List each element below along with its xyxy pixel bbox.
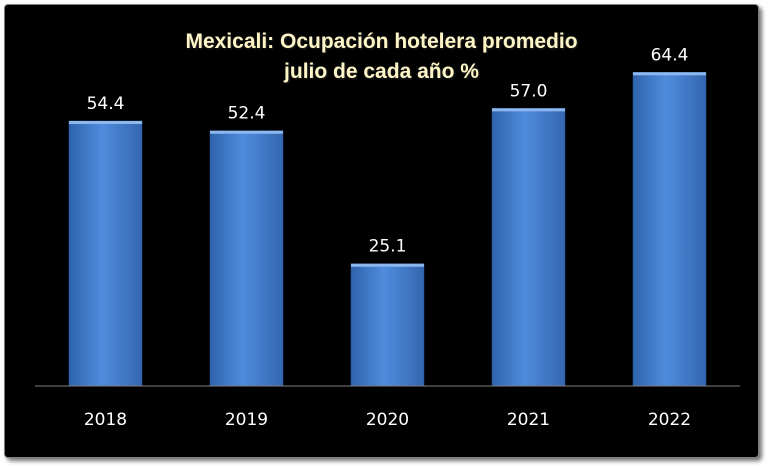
chart-title: Mexicali: Ocupación hotelera promedio xyxy=(185,30,578,53)
data-label-2022: 64.4 xyxy=(651,45,689,65)
chart-title-block: Mexicali: Ocupación hotelera promedio ju… xyxy=(5,27,758,87)
x-tick-label-2018: 2018 xyxy=(84,410,127,430)
chart-frame: Mexicali: Ocupación hotelera promedio ju… xyxy=(4,4,759,458)
x-tick-label-2020: 2020 xyxy=(366,410,409,430)
data-label-2019: 52.4 xyxy=(228,104,266,124)
chart-subtitle: julio de cada año % xyxy=(284,60,479,83)
bar-2019 xyxy=(209,130,284,387)
bar-chart: 54.4 2018 52.4 2019 25.1 2020 57.0 2021 64.4 2022 xyxy=(35,45,740,430)
bar-2022 xyxy=(632,72,707,387)
bar-2018 xyxy=(68,120,143,387)
bar-2021 xyxy=(491,108,566,387)
bar-cap-2019 xyxy=(210,130,283,134)
data-label-2018: 54.4 xyxy=(87,94,125,114)
bar-cap-2020 xyxy=(351,263,424,267)
bar-cap-2021 xyxy=(492,108,565,112)
x-tick-label-2021: 2021 xyxy=(507,410,550,430)
data-label-2021: 57.0 xyxy=(510,81,548,101)
bar-cap-2022 xyxy=(633,72,706,76)
data-label-2020: 25.1 xyxy=(369,237,407,257)
bar-2020 xyxy=(350,263,425,387)
bar-cap-2018 xyxy=(69,120,142,124)
x-tick-label-2019: 2019 xyxy=(225,410,268,430)
x-tick-label-2022: 2022 xyxy=(648,410,691,430)
